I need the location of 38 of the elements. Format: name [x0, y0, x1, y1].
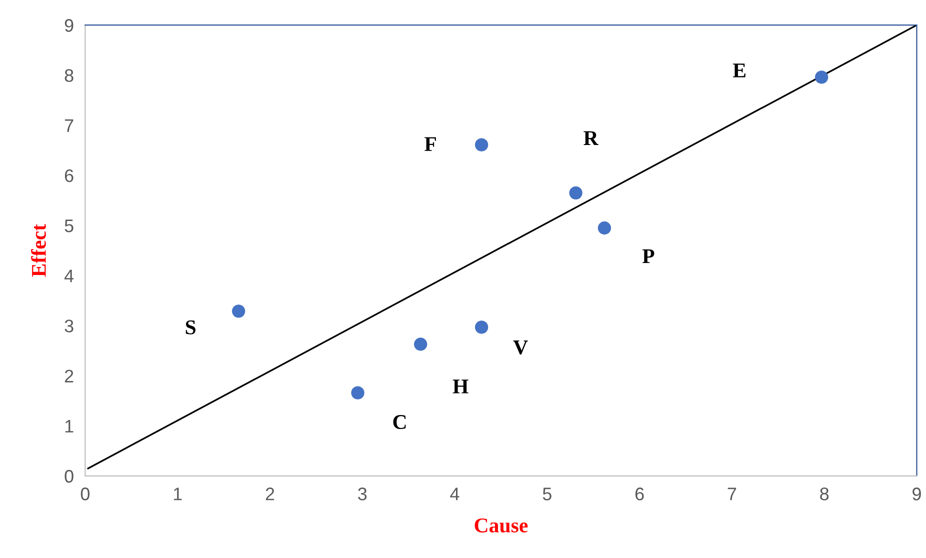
x-axis-title: Cause	[474, 518, 528, 533]
x-tick-label: 8	[820, 488, 829, 500]
point	[232, 304, 246, 318]
x-tick-label: 9	[912, 488, 921, 500]
point	[474, 138, 488, 152]
point	[569, 186, 582, 200]
x-tick-label: 1	[174, 488, 182, 500]
annotation: H	[452, 380, 468, 394]
y-tick-label: 6	[64, 169, 74, 182]
point	[814, 70, 828, 84]
x-tick-label: 2	[266, 488, 274, 500]
y-tick-label: 5	[64, 220, 74, 232]
annotation: F	[424, 137, 436, 151]
x-tick-label: 3	[358, 488, 367, 500]
y-tick-label: 4	[64, 270, 74, 282]
y-tick-label: 1	[65, 420, 74, 432]
point	[351, 386, 364, 400]
x-tick-label: 6	[635, 488, 644, 500]
annotation: R	[584, 131, 599, 145]
y-axis-title: Effect	[31, 224, 46, 277]
y-tick-label: 3	[64, 320, 74, 332]
annotation: S	[186, 320, 196, 334]
point	[414, 338, 428, 351]
x-tick-label: 4	[450, 488, 460, 500]
x-tick-label: 7	[728, 488, 736, 500]
y-tick-label: 0	[64, 470, 74, 483]
annotation: E	[732, 64, 746, 78]
x-tick-label: 0	[80, 488, 90, 500]
point	[598, 221, 612, 235]
y-tick-label: 9	[64, 19, 74, 32]
annotation: V	[513, 340, 528, 355]
annotation: P	[642, 249, 654, 264]
y-tick-label: 7	[64, 119, 74, 132]
point	[474, 320, 488, 334]
y-tick-label: 2	[64, 370, 74, 382]
annotation: C	[393, 415, 406, 430]
y-tick-label: 8	[64, 69, 74, 82]
x-tick-label: 5	[542, 488, 552, 500]
